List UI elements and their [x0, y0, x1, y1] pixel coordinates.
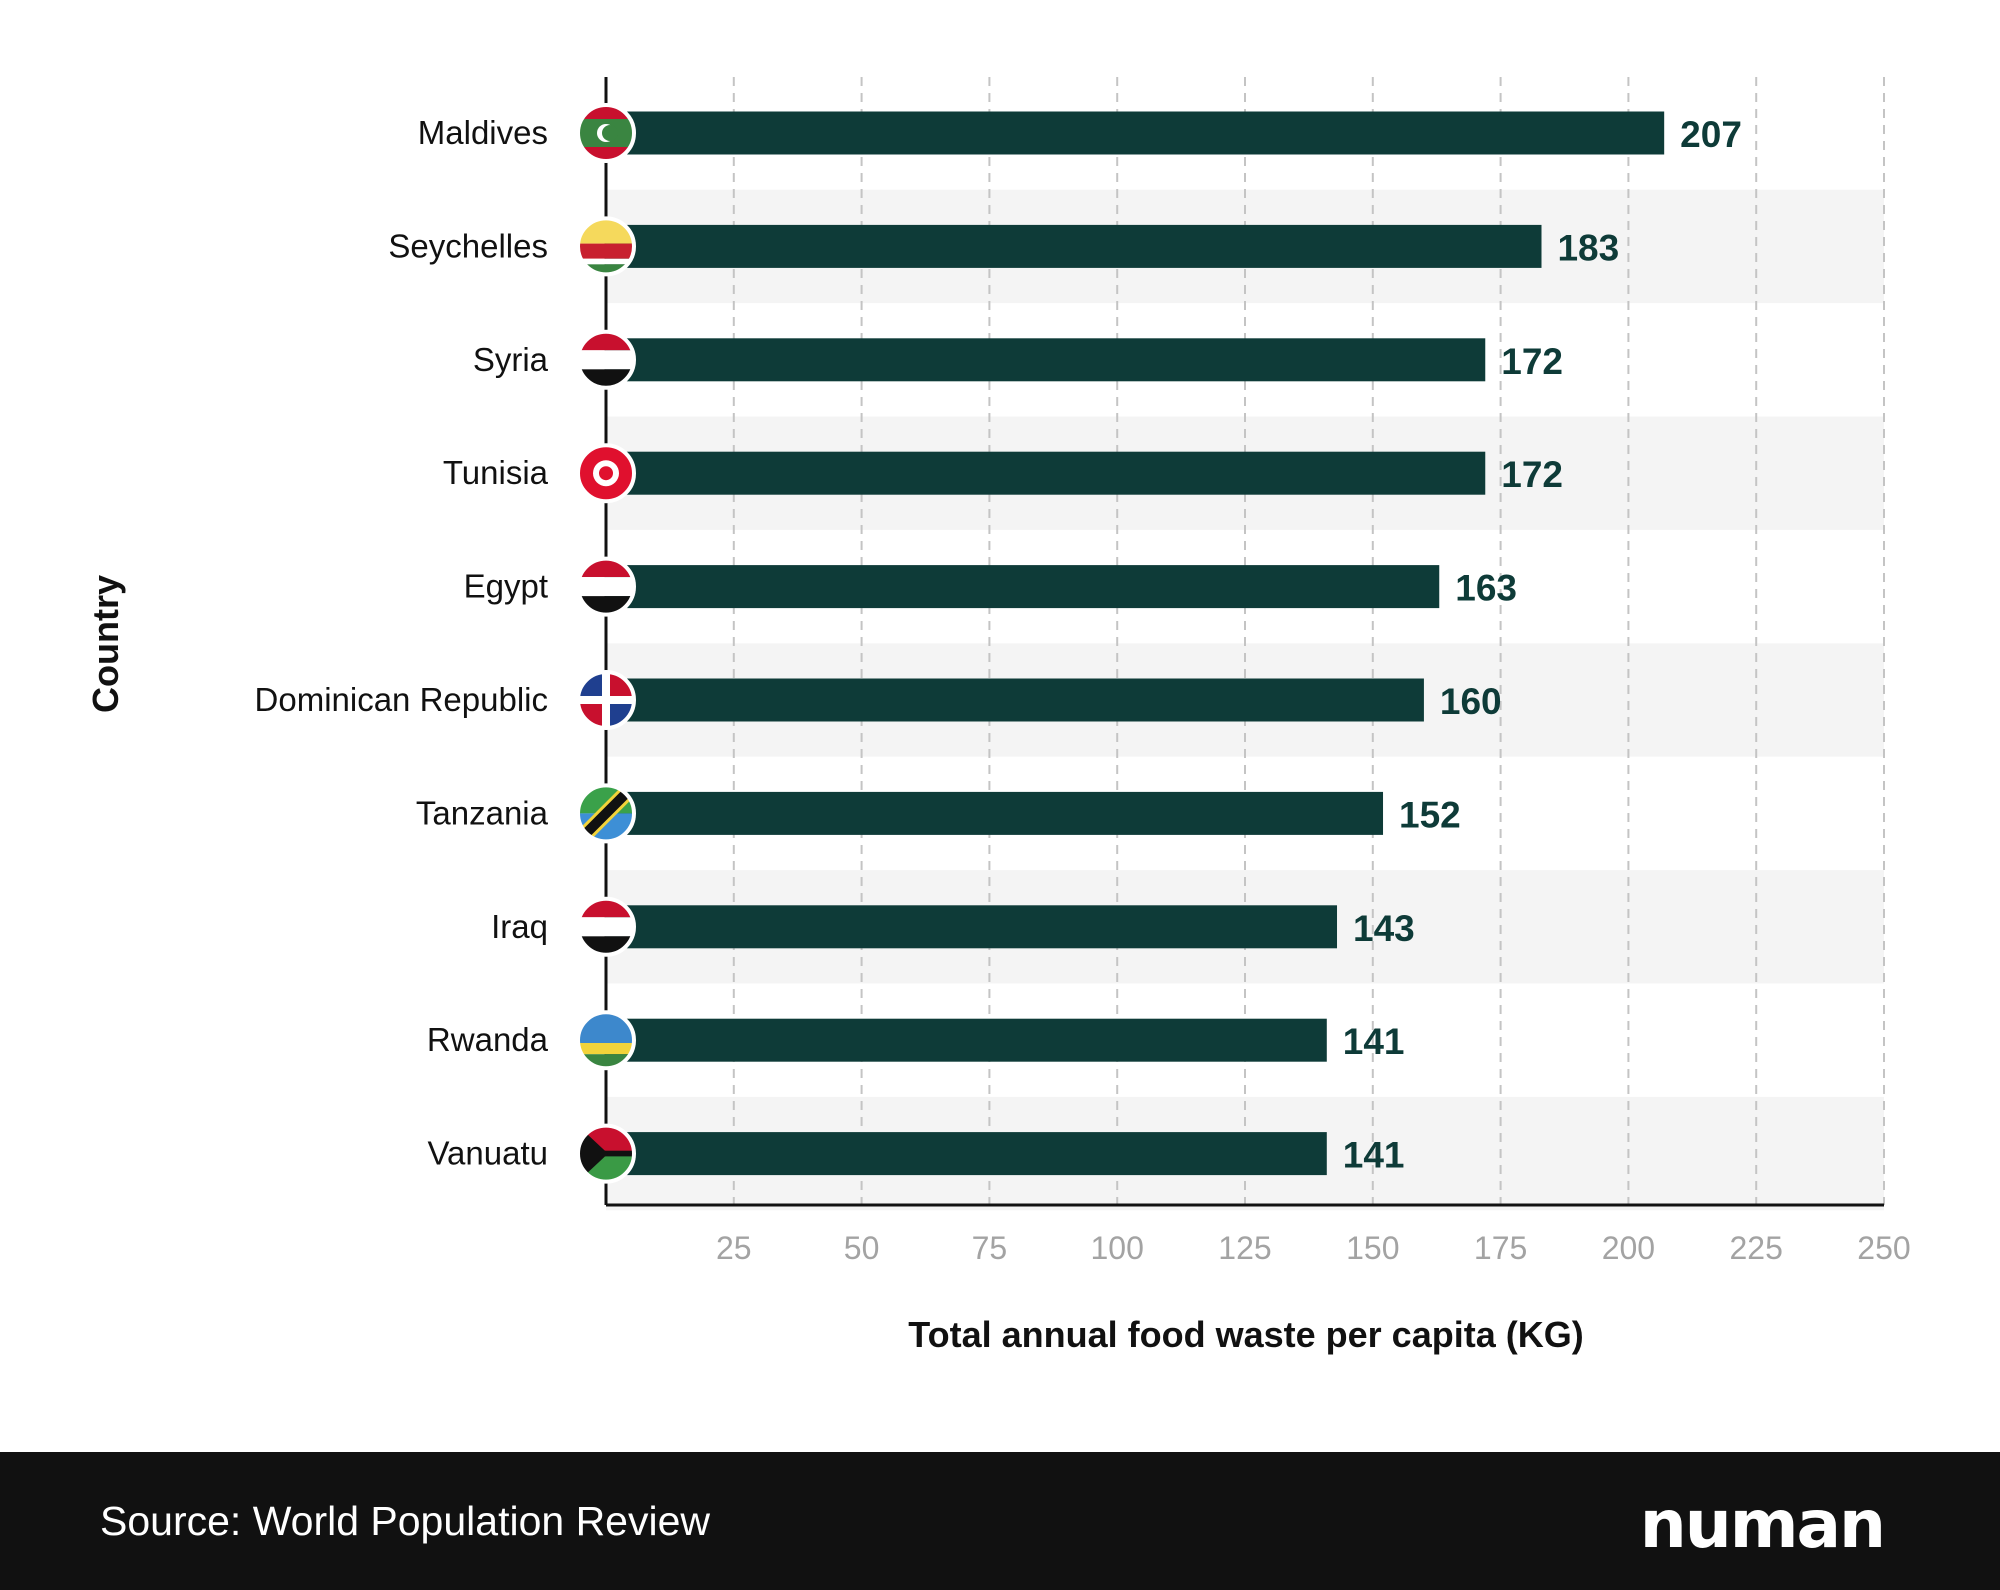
flag-border — [576, 556, 636, 617]
data-label: 141 — [1343, 1135, 1405, 1176]
data-label: 163 — [1455, 568, 1517, 609]
data-label: 172 — [1501, 454, 1563, 495]
data-label: 143 — [1353, 908, 1415, 949]
flag-stripe — [578, 1012, 634, 1043]
y-axis-title: Country — [85, 575, 126, 713]
flag-border — [576, 216, 636, 277]
category-label: Tanzania — [416, 794, 549, 831]
x-axis-title: Total annual food waste per capita (KG) — [908, 1314, 1583, 1355]
bar — [606, 338, 1486, 382]
flag-border — [576, 670, 636, 730]
data-label: 160 — [1440, 681, 1502, 722]
flag-stripe — [578, 258, 634, 265]
category-label: Rwanda — [427, 1021, 549, 1058]
flag-emblem — [599, 466, 613, 481]
footer: Source: World Population Review numan — [0, 1452, 2000, 1590]
x-tick-label: 25 — [716, 1230, 752, 1266]
bar — [606, 451, 1486, 495]
bar — [606, 678, 1424, 722]
x-tick-label: 200 — [1602, 1230, 1655, 1266]
category-label: Seychelles — [388, 227, 548, 264]
x-tick-label: 225 — [1730, 1230, 1783, 1266]
source-text: Source: World Population Review — [100, 1498, 710, 1544]
category-label: Tunisia — [443, 454, 549, 491]
flag-stripe — [578, 577, 634, 597]
flag-stripe — [578, 917, 634, 937]
bar — [606, 791, 1384, 835]
flag-border — [576, 329, 636, 390]
flag-stripe — [578, 1043, 634, 1055]
flag-border — [576, 896, 636, 957]
flag-stripe — [578, 350, 634, 370]
flag-border — [576, 443, 636, 504]
category-label: Dominican Republic — [255, 681, 548, 718]
x-tick-label: 125 — [1218, 1230, 1271, 1266]
bar — [606, 905, 1338, 949]
category-label: Vanuatu — [428, 1135, 549, 1172]
x-tick-label: 250 — [1857, 1230, 1910, 1266]
category-label: Maldives — [418, 114, 548, 151]
flag-border — [576, 783, 636, 844]
flag-border — [576, 103, 636, 163]
category-label: Egypt — [464, 568, 548, 605]
category-label: Iraq — [491, 908, 548, 945]
flag-stripe — [578, 243, 634, 259]
flag-border — [576, 1010, 636, 1071]
x-tick-label: 75 — [972, 1230, 1008, 1266]
data-label: 172 — [1501, 341, 1563, 382]
x-tick-label: 150 — [1346, 1230, 1399, 1266]
data-label: 207 — [1680, 114, 1742, 155]
flag-border — [576, 1123, 636, 1184]
x-tick-label: 175 — [1474, 1230, 1527, 1266]
data-label: 141 — [1343, 1021, 1405, 1062]
x-tick-label: 100 — [1091, 1230, 1144, 1266]
x-tick-label: 50 — [844, 1230, 880, 1266]
bar — [606, 565, 1440, 609]
bar — [606, 1132, 1327, 1176]
flag-stripe — [578, 1125, 608, 1182]
bar-chart: 25 50 75 100 125 150 175 200 225 250 Total annual … — [85, 77, 1911, 1355]
data-label: 152 — [1399, 794, 1461, 835]
category-label: Syria — [473, 341, 549, 378]
flag-stripe — [578, 264, 634, 275]
numan-logo: numan — [1639, 1486, 1886, 1563]
flag-emblem — [602, 125, 618, 141]
data-label: 183 — [1557, 227, 1619, 268]
bar — [606, 1018, 1327, 1062]
bar — [606, 111, 1665, 155]
bar — [606, 224, 1542, 268]
